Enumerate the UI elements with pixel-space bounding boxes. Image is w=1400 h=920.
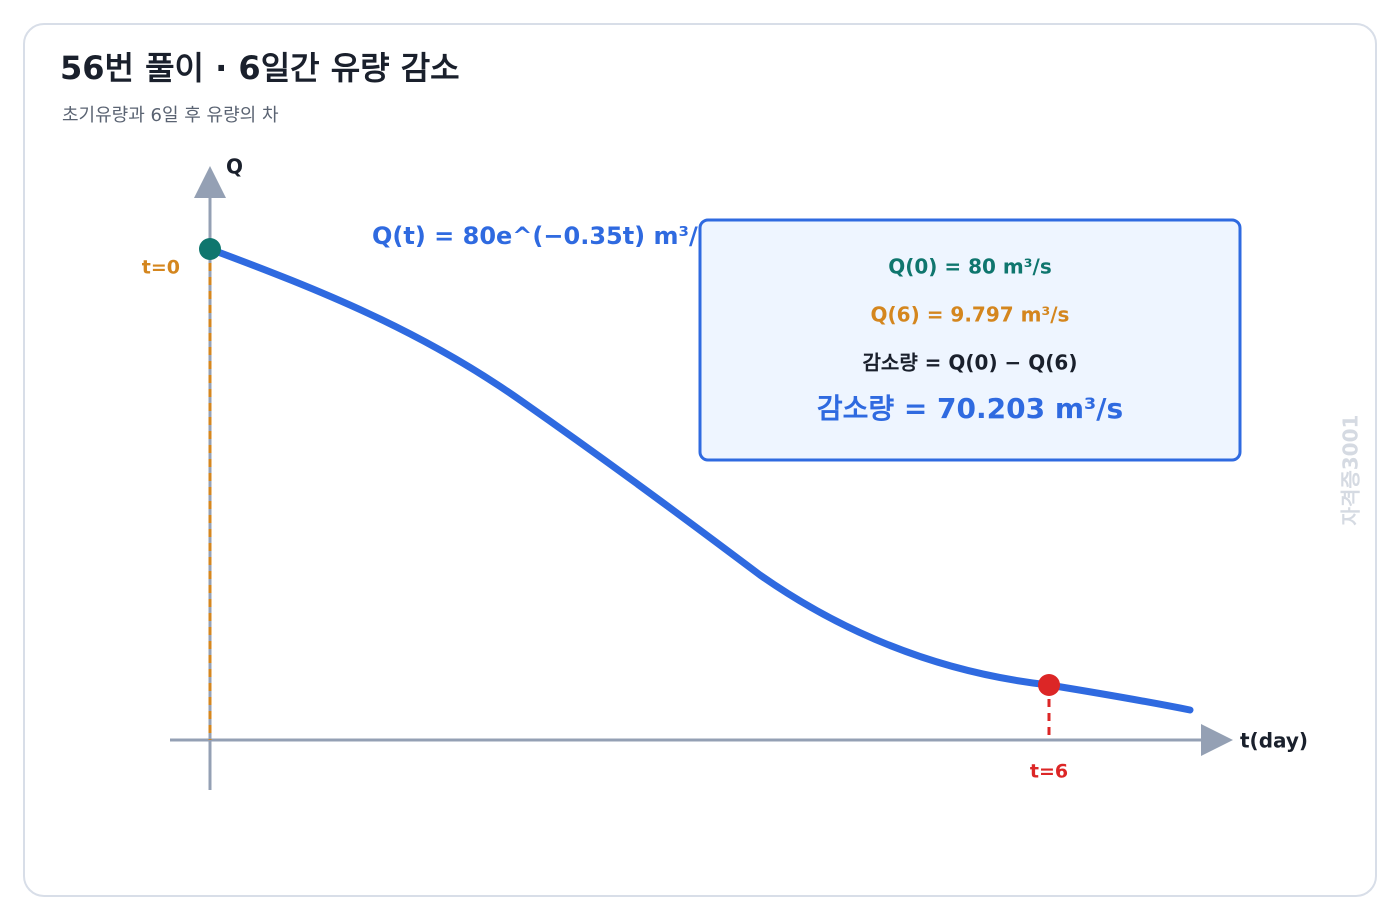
start-label: t=0	[142, 257, 180, 279]
x-label: t(day)	[1240, 729, 1308, 753]
x-arrow	[1201, 724, 1233, 756]
formula: Q(t) = 80e^(−0.35t) m³/s	[372, 222, 712, 250]
result-line: Q(0) = 80 m³/s	[888, 255, 1052, 279]
y-label: Q	[226, 155, 243, 179]
end-point	[1038, 674, 1060, 696]
title: 56번 풀이 · 6일간 유량 감소	[60, 49, 460, 87]
result-box	[698, 218, 1242, 462]
watermark: 자격증3001	[1339, 415, 1363, 526]
subtitle: 초기유량과 6일 후 유량의 차	[62, 105, 279, 126]
y-arrow	[194, 166, 226, 198]
start-point	[199, 238, 221, 260]
end-label: t=6	[1030, 761, 1068, 783]
result-total: 감소량 = 70.203 m³/s	[817, 392, 1123, 425]
result-line: Q(6) = 9.797 m³/s	[871, 303, 1070, 327]
result-line: 감소량 = Q(0) − Q(6)	[863, 351, 1078, 375]
